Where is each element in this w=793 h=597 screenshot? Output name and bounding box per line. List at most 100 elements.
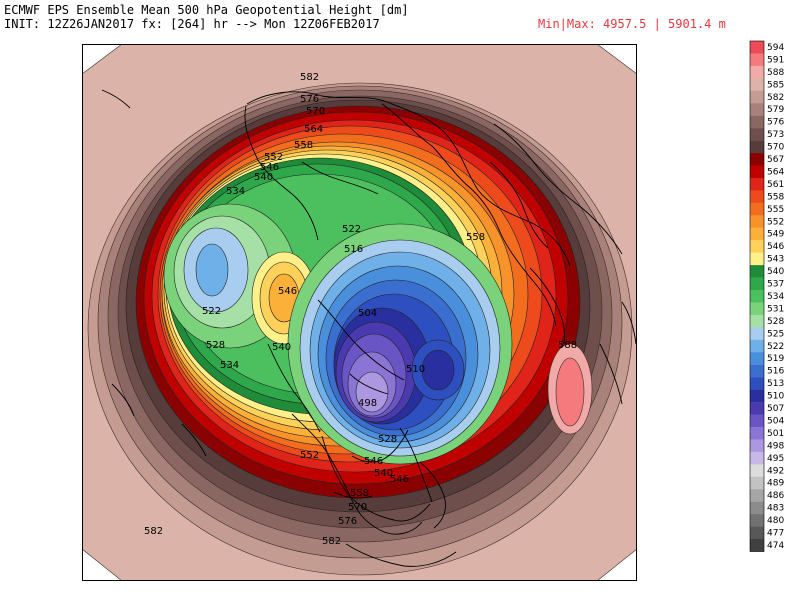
contour-label: 546	[364, 456, 383, 467]
colorbar-swatch	[750, 115, 764, 129]
colorbar-swatch	[750, 389, 764, 403]
colorbar-swatch	[750, 53, 764, 67]
colorbar-swatch	[750, 265, 764, 278]
colorbar-label: 561	[767, 180, 784, 190]
colorbar-label: 522	[767, 342, 784, 352]
contour-label: 570	[306, 106, 325, 117]
geopotential-height-map: 582 576 570 564 558 552 546 540 534 522 …	[82, 44, 637, 581]
contour-label: 534	[220, 360, 239, 371]
atlantic-high-591	[555, 357, 585, 427]
colorbar-swatch	[750, 240, 764, 253]
colorbar-label: 573	[767, 130, 784, 140]
contour-label: 558	[350, 488, 369, 499]
vortex-498	[355, 371, 389, 413]
colorbar-label: 552	[767, 217, 784, 227]
contour-label: 504	[358, 308, 377, 319]
contour-label: 582	[322, 536, 341, 547]
contour-label: 582	[300, 72, 319, 83]
colorbar-label: 474	[767, 541, 784, 551]
colorbar-swatch	[750, 277, 764, 291]
contour-label: 528	[206, 340, 225, 351]
contour-label: 540	[254, 172, 273, 183]
contour-label: 552	[264, 152, 283, 163]
colorbar-label: 567	[767, 155, 784, 165]
colorbar-swatch	[750, 128, 764, 141]
colorbar-label: 564	[767, 167, 784, 177]
colorbar-label: 570	[767, 143, 784, 153]
contour-label: 576	[338, 516, 357, 527]
contour-label: 498	[358, 398, 377, 409]
colorbar-swatch	[750, 539, 764, 552]
colorbar-label: 594	[767, 43, 784, 53]
colorbar-label: 507	[767, 404, 784, 414]
colorbar-label: 588	[767, 68, 784, 78]
colorbar-swatch	[750, 414, 764, 428]
colorbar-swatch	[750, 489, 764, 502]
colorbar-label: 492	[767, 466, 784, 476]
colorbar-swatch	[750, 65, 764, 79]
colorbar-label: 501	[767, 429, 784, 439]
map-title: ECMWF EPS Ensemble Mean 500 hPa Geopoten…	[4, 3, 409, 17]
colorbar-swatch	[750, 402, 764, 415]
colorbar-label: 516	[767, 367, 784, 377]
min-max-readout: Min|Max: 4957.5 | 5901.4 m	[538, 17, 726, 31]
colorbar-label: 528	[767, 317, 784, 327]
colorbar-swatch	[750, 215, 764, 228]
contour-label: 546	[278, 286, 297, 297]
west-trough-519	[195, 243, 229, 297]
colorbar-label: 504	[767, 416, 784, 426]
contour-label: 540	[374, 468, 393, 479]
colorbar-label: 483	[767, 504, 784, 514]
contour-label: 570	[348, 502, 367, 513]
contour-label: 522	[202, 306, 221, 317]
colorbar-label: 489	[767, 479, 784, 489]
map-frame	[82, 44, 637, 581]
colorbar-swatch	[750, 451, 764, 465]
colorbar-label: 576	[767, 118, 784, 128]
colorbar-label: 537	[767, 280, 784, 290]
contour-labels: 582 576 570 564 558 552 546 540 534 522 …	[144, 72, 577, 547]
colorbar-swatch	[750, 476, 764, 490]
colorbar-label: 477	[767, 529, 784, 539]
contour-label: 558	[466, 232, 485, 243]
colorbar-label: 486	[767, 491, 784, 501]
colorbar-swatch	[750, 464, 764, 477]
colorbar-swatch	[750, 514, 764, 527]
contour-label: 576	[300, 94, 319, 105]
colorbar-label: 585	[767, 80, 784, 90]
colorbar-label: 540	[767, 267, 784, 277]
colorbar-swatch	[750, 177, 764, 191]
colorbar-swatch	[750, 202, 764, 216]
colorbar-swatch	[750, 377, 764, 390]
colorbar-frame	[749, 40, 765, 552]
colorbar-swatch	[750, 501, 764, 515]
colorbar-label: 558	[767, 192, 784, 202]
colorbar-swatch	[750, 41, 764, 54]
contour-label: 540	[272, 342, 291, 353]
colorbar-legend: 594 591 588 585 582 579 576 573 570 567 564 561 558 5…	[749, 40, 784, 552]
coastlines	[101, 89, 637, 567]
colorbar-swatch	[750, 140, 764, 154]
colorbar-swatch	[750, 90, 764, 104]
colorbar-swatch	[750, 364, 764, 378]
colorbar-label: 549	[767, 230, 784, 240]
colorbar-swatch	[750, 190, 764, 204]
contour-label: 564	[304, 124, 323, 135]
colorbar-label: 591	[767, 55, 784, 65]
contour-label: 516	[344, 244, 363, 255]
colorbar-label: 498	[767, 441, 784, 451]
contour-label: 534	[226, 186, 245, 197]
contour-label: 522	[342, 224, 361, 235]
contour-label: 552	[300, 450, 319, 461]
colorbar-label: 480	[767, 516, 784, 526]
colorbar-swatch	[750, 302, 764, 316]
colorbar-swatch	[750, 103, 764, 116]
colorbar-label: 513	[767, 379, 784, 389]
colorbar-swatch	[750, 252, 764, 266]
colorbar-swatch	[750, 165, 764, 179]
colorbar-swatch	[750, 227, 764, 241]
colorbar-label: 543	[767, 255, 784, 265]
init-forecast-line: INIT: 12Z26JAN2017 fx: [264] hr --> Mon …	[4, 17, 380, 31]
colorbar-swatch	[750, 314, 764, 328]
contour-label: 582	[144, 526, 163, 537]
